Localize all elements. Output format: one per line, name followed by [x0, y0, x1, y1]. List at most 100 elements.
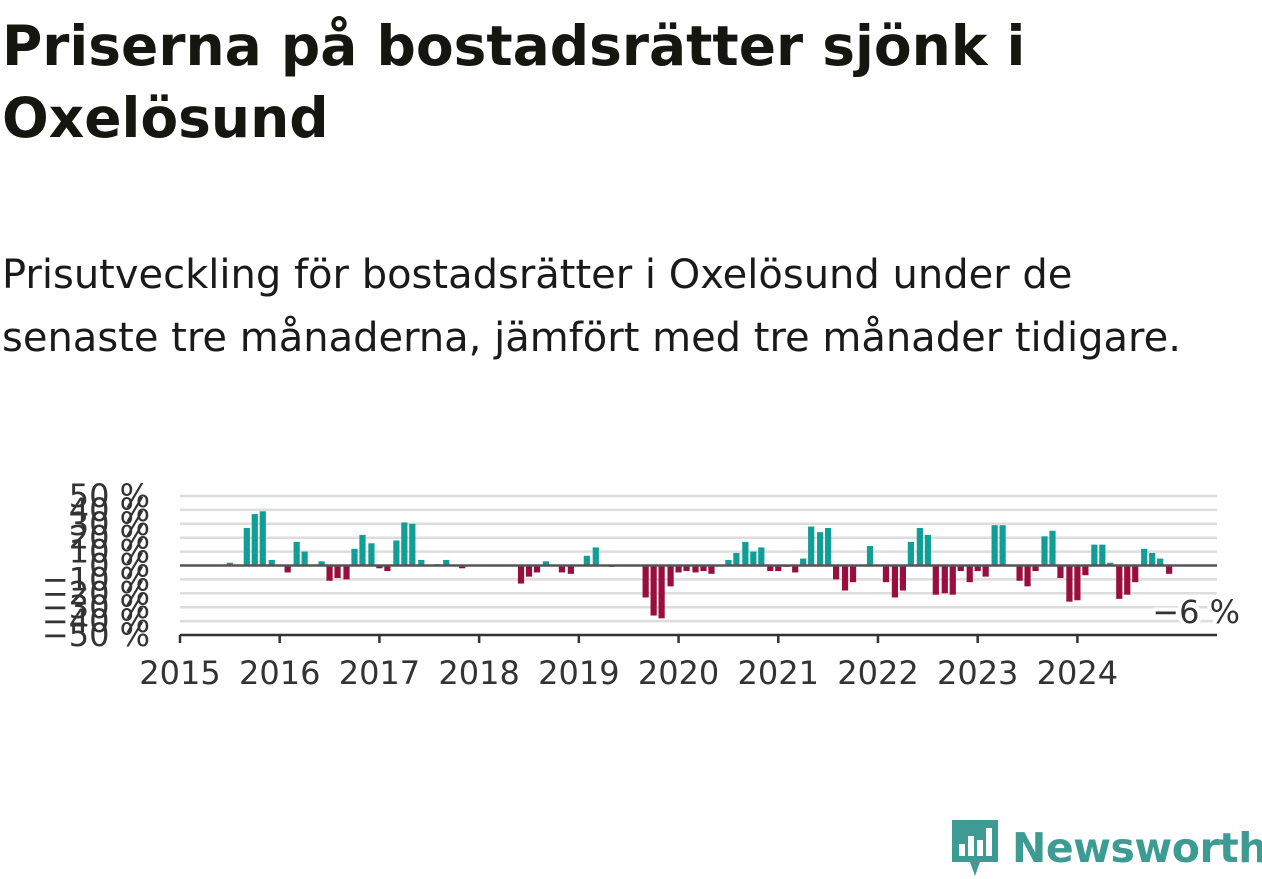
bar: [517, 565, 525, 584]
bar: [725, 559, 732, 566]
bar: [1057, 565, 1064, 579]
annotation-halo: −6 %: [1152, 593, 1240, 631]
bar: [949, 565, 956, 595]
bar: [251, 514, 258, 566]
y-tick-label: −20 %: [42, 574, 150, 612]
bar: [1124, 565, 1131, 595]
bar: [376, 565, 383, 569]
bar: [932, 565, 939, 595]
x-tick-label: 2019: [538, 654, 619, 692]
bar: [808, 526, 815, 566]
newsworthy-logo: Newsworthy: [950, 818, 1262, 878]
y-tick-label: 30 %: [69, 505, 150, 543]
bar: [966, 565, 973, 583]
bar: [343, 565, 350, 580]
bar: [268, 559, 275, 566]
bar: [899, 565, 907, 591]
bar: [700, 565, 707, 572]
y-tick-label: −40 %: [42, 602, 150, 640]
bar: [1074, 565, 1081, 601]
bar: [758, 547, 765, 566]
x-tick-label: 2022: [837, 654, 918, 692]
bar: [841, 565, 849, 591]
bar: [1099, 544, 1106, 566]
bar: [558, 565, 565, 573]
bar: [683, 565, 690, 572]
bar: [1091, 544, 1098, 566]
newsworthy-logo-text: Newsworthy: [1012, 824, 1262, 872]
bar: [800, 558, 807, 566]
bar: [301, 551, 308, 566]
x-tick-label: 2020: [638, 654, 719, 692]
bar: [767, 565, 774, 572]
bar: [642, 565, 649, 598]
bar: [1166, 565, 1173, 574]
bar-chart: 50 %40 %30 %20 %10 %0 %−10 %−20 %−30 %−4…: [42, 477, 1244, 692]
x-tick-label: 2017: [339, 654, 420, 692]
bar: [1066, 565, 1073, 602]
bar: [866, 546, 874, 566]
bar: [418, 559, 425, 566]
y-tick-label: 20 %: [69, 519, 150, 557]
bar: [1107, 562, 1114, 566]
bar: [443, 559, 450, 566]
y-tick-label: 0 %: [89, 547, 150, 585]
bar: [982, 565, 989, 577]
bar: [733, 552, 740, 566]
bar: [1116, 565, 1123, 599]
bar: [675, 565, 682, 573]
chart-subtitle: Prisutveckling för bostadsrätter i Oxelö…: [2, 252, 1181, 361]
bar: [525, 565, 533, 577]
bar: [907, 541, 914, 566]
bar: [542, 561, 550, 566]
bar: [583, 555, 590, 566]
bar: [284, 565, 291, 573]
bar: [1141, 548, 1148, 566]
bar: [259, 511, 266, 566]
bar: [359, 534, 366, 566]
bar: [226, 562, 233, 566]
y-tick-label: −30 %: [42, 588, 150, 626]
x-tick-label: 2023: [937, 654, 1018, 692]
bar: [833, 565, 840, 580]
bar: [916, 527, 923, 566]
bar: [401, 522, 408, 566]
bar: [1041, 536, 1048, 566]
y-tick-label: 10 %: [69, 533, 150, 571]
bar: [334, 565, 341, 579]
bar: [882, 565, 890, 583]
x-tick-label: 2016: [239, 654, 320, 692]
bar: [1032, 565, 1039, 572]
bar: [692, 565, 699, 573]
x-tick-label: 2024: [1037, 654, 1118, 692]
bar: [351, 548, 358, 566]
x-tick-label: 2015: [139, 654, 220, 692]
bar: [592, 547, 599, 566]
x-tick-label: 2021: [738, 654, 819, 692]
bar: [409, 523, 416, 566]
bar: [567, 565, 574, 574]
bar: [775, 565, 782, 572]
bar: [750, 551, 757, 566]
bar: [742, 541, 749, 566]
bar: [999, 525, 1006, 566]
bar: [1132, 565, 1139, 583]
x-tick-label: 2018: [438, 654, 519, 692]
y-tick-label: 50 %: [69, 477, 150, 515]
bar: [533, 565, 541, 573]
bar: [384, 565, 391, 572]
bar: [817, 532, 824, 566]
bar: [459, 565, 466, 569]
bar: [368, 543, 375, 566]
bar: [1149, 552, 1156, 566]
y-tick-label: −10 %: [42, 560, 150, 598]
chart-title: Priserna på bostadsrätter sjönk i Oxelös…: [2, 14, 1026, 150]
bar: [650, 565, 657, 616]
newsworthy-logo-icon: [952, 820, 998, 876]
bar: [1024, 565, 1031, 587]
bar: [318, 561, 325, 566]
bar: [658, 565, 665, 619]
bar: [924, 534, 931, 566]
bar: [825, 527, 832, 566]
bar: [957, 565, 964, 572]
